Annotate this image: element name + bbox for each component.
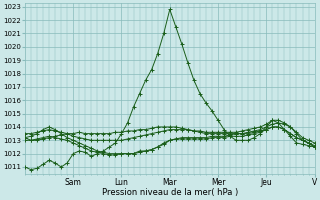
X-axis label: Pression niveau de la mer( hPa ): Pression niveau de la mer( hPa ) — [102, 188, 238, 197]
